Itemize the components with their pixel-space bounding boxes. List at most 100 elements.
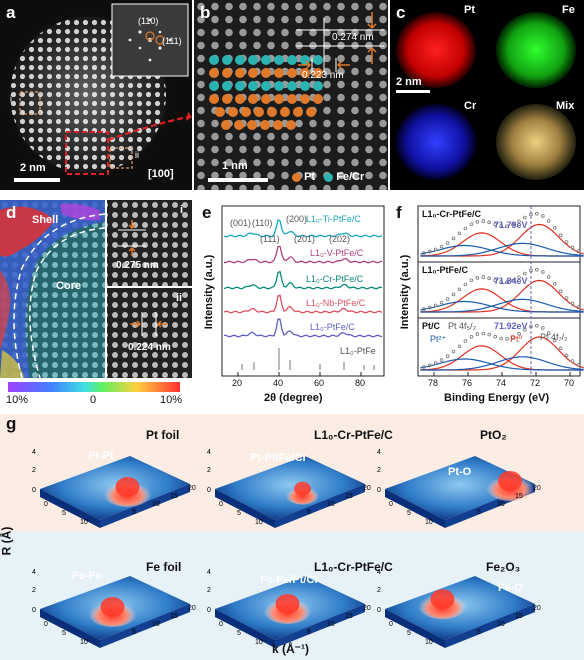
xps-xtick-70: 70 (564, 378, 575, 388)
k-tick: 0 (219, 501, 223, 508)
fecr-atom (235, 81, 245, 91)
xps-data-point (564, 240, 569, 244)
colorbar-min: 10% (6, 394, 29, 406)
panel-d: d Shell Core i ii 0.275 nm 0.224 nm 10% … (0, 200, 192, 412)
pt-atom (313, 94, 323, 104)
panel-a-scale-text: 2 nm (20, 162, 46, 174)
k-tick: 5 (62, 630, 66, 637)
r-tick: 4 (207, 569, 211, 576)
xps-data-point (457, 287, 462, 292)
xps-data-point (487, 220, 491, 225)
xps-data-point (576, 363, 581, 367)
colorbar (8, 382, 180, 392)
pt-atom (254, 107, 264, 117)
xps-component (420, 242, 584, 257)
xps-data-point (558, 289, 563, 293)
panel-c-label: c (396, 3, 406, 22)
xps-data-point (475, 332, 480, 336)
inset-ii-spacing: 0.224 nm (128, 342, 171, 353)
panel-e-xlabel: 2θ (degree) (264, 392, 323, 404)
xps-data-point (433, 361, 438, 365)
fecr-atom (235, 55, 245, 65)
xrd-series-line (223, 270, 383, 290)
wt-top-1-name: Pt foil (146, 428, 180, 442)
xps-xtick-72: 72 (530, 378, 541, 388)
panel-b-scale-text: 1 nm (222, 160, 248, 172)
r-tick: 0 (377, 487, 381, 494)
pt-atom (248, 68, 258, 78)
inset-i-label: i (180, 204, 184, 216)
xps-data-point (475, 219, 480, 224)
box-i (19, 91, 41, 115)
map-fe-label: Fe (562, 4, 575, 16)
panel-c-scalebar (396, 90, 430, 93)
legend-fecr-dot (324, 172, 334, 182)
wt-top-1-peak: Pt-Pt (88, 450, 114, 462)
wt-bot-3-name: Fe₂O₃ (486, 560, 521, 574)
panel-c-scale-text: 2 nm (396, 76, 422, 88)
xps-data-point (439, 358, 444, 362)
pt-atom (293, 107, 303, 117)
wt-bot-1-name: Fe foil (146, 560, 182, 574)
xtick-40: 40 (273, 378, 284, 388)
xps-data-point (505, 337, 509, 341)
wavelet-plots: 4200510510152042005105101520420051051015… (32, 449, 541, 648)
xps-xtick-78: 78 (428, 378, 439, 388)
xps-sample-3: Pt/C (422, 321, 440, 331)
xps-data-point (469, 278, 474, 283)
r-tick: 4 (32, 449, 36, 456)
inset-i-image (107, 200, 192, 286)
k-tick-right: 15 (515, 493, 523, 500)
pt-atom (248, 94, 258, 104)
pt-atom (235, 68, 245, 78)
wt-top-3-name: PtO₂ (480, 428, 507, 442)
xrd-plot (221, 205, 385, 377)
pt-atom (209, 94, 219, 104)
pt-atom (260, 120, 270, 130)
xps-data-point (505, 280, 509, 284)
k-tick-right: 15 (170, 493, 178, 500)
xps-data-point (463, 339, 468, 343)
xps-data-point (439, 244, 444, 249)
panel-g-label: g (6, 414, 17, 433)
xps-data-point (499, 224, 503, 228)
xps-data-point (457, 231, 462, 236)
xps-data-point (546, 331, 551, 336)
xps-data-point (427, 363, 432, 368)
k-tick-right: 15 (170, 613, 178, 620)
r-tick: 0 (377, 607, 381, 614)
cr-map (396, 104, 476, 180)
inset-ii-label: ii (176, 292, 183, 304)
k-tick: 0 (219, 621, 223, 628)
pt0-label: Pt⁰ (510, 334, 523, 344)
xps-component (420, 300, 584, 313)
pt-atom (215, 107, 225, 117)
panel-a-scalebar (14, 178, 60, 182)
d-spacing-1: 0.274 nm (332, 32, 374, 43)
xps-xtick-74: 74 (496, 378, 507, 388)
fecr-atom (248, 81, 258, 91)
panel-e: e (001) (110) (200) (111) (201) (202) L1… (194, 200, 388, 412)
xps-data-point (570, 301, 575, 306)
fecr-atom (313, 81, 323, 91)
xps-data-point (487, 332, 491, 337)
k-tick: 0 (44, 501, 48, 508)
panel-c: c Pt Fe Cr Mix 2 nm (390, 0, 584, 190)
peak-111: (111) (260, 234, 280, 244)
xps-data-point (469, 335, 474, 339)
fecr-atom (261, 81, 271, 91)
xrd-series-line (223, 219, 383, 238)
pt-atom (306, 107, 316, 117)
fft-label-110: (110) (138, 16, 159, 26)
pt-atom (313, 68, 323, 78)
pt-atom (241, 107, 251, 117)
inset-ii-image (107, 288, 192, 378)
xps-data-point (499, 336, 503, 341)
xps-data-point (541, 270, 545, 274)
xps-data-point (439, 300, 444, 305)
xps-data-point (535, 211, 539, 216)
legend-pt: Pt (304, 171, 316, 183)
arrow-to-b (107, 115, 189, 142)
xps-sample-1: L1₀-Cr-PtFe/C (422, 209, 482, 219)
